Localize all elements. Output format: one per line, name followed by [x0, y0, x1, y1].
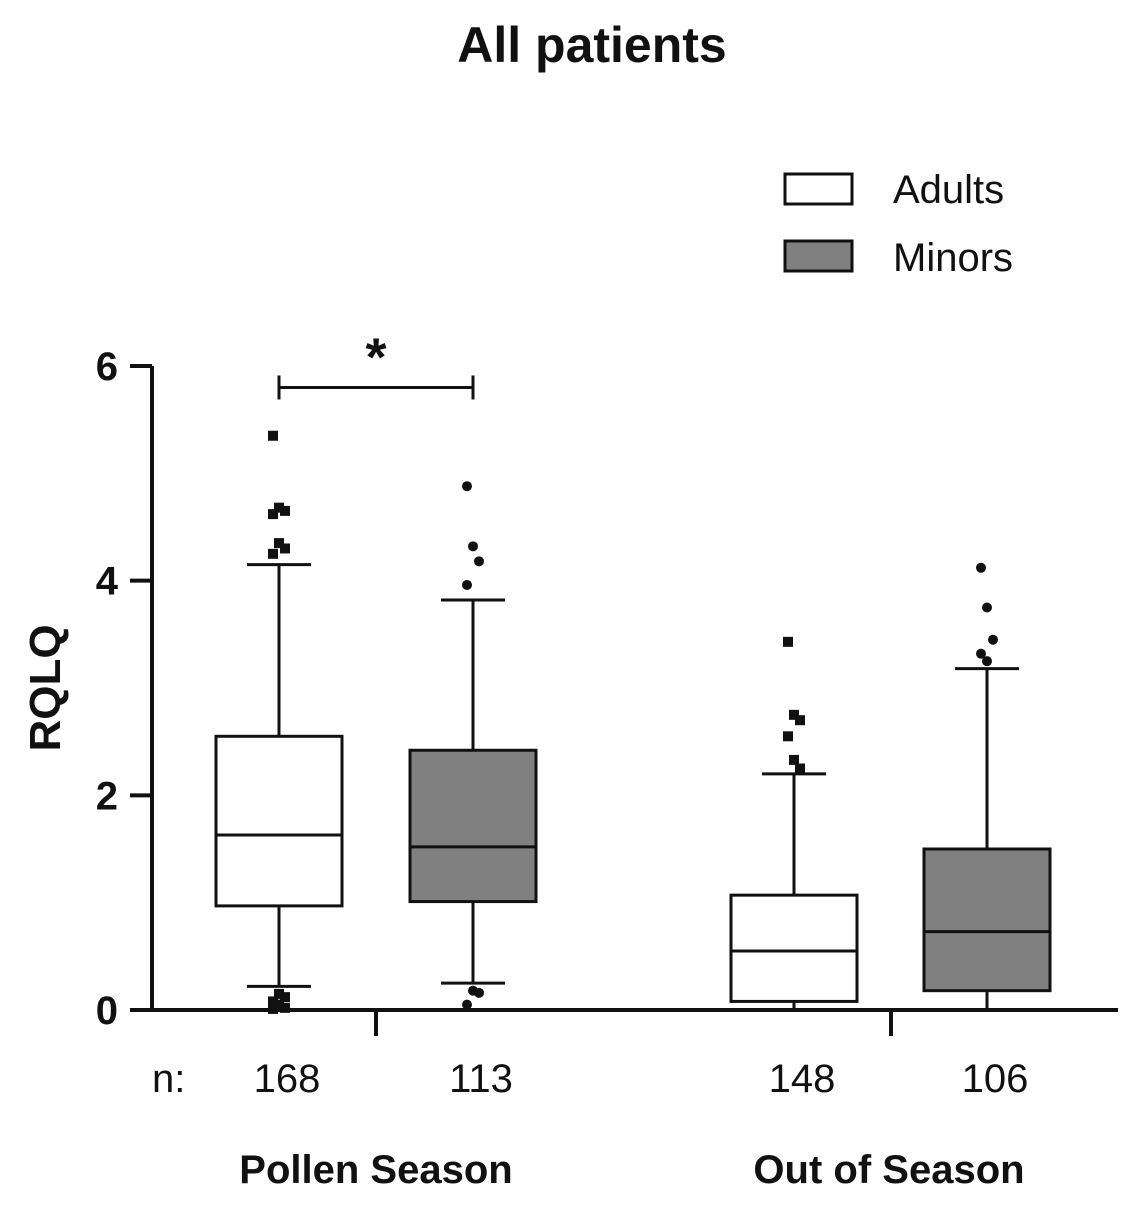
- y-tick-label: 2: [96, 774, 118, 818]
- box-out-of-season-minors: [922, 562, 1052, 1012]
- outlier-point: [982, 656, 992, 667]
- outlier-point: [268, 1003, 278, 1014]
- outlier-point: [274, 538, 284, 549]
- outlier-point: [268, 996, 278, 1007]
- box-out-of-season-adults: [729, 636, 859, 1012]
- outlier-point: [783, 636, 793, 647]
- n-label-pollen-season-minors: 113: [449, 1057, 513, 1101]
- box-iqr: [729, 893, 859, 1003]
- outlier-point: [982, 602, 992, 613]
- outlier-point: [274, 502, 284, 513]
- outlier-point: [268, 509, 278, 520]
- outlier-point: [280, 1002, 290, 1013]
- outlier-point: [795, 763, 805, 774]
- outlier-point: [274, 988, 284, 999]
- outlier-point: [976, 562, 986, 573]
- outlier-point: [468, 541, 478, 552]
- outlier-point: [783, 731, 793, 742]
- chart-title: All patients: [457, 17, 726, 73]
- group-label-out-of-season: Out of Season: [753, 1148, 1024, 1192]
- outlier-point: [988, 634, 998, 645]
- legend-label-adults: Adults: [893, 168, 1004, 212]
- box-iqr: [408, 748, 538, 904]
- outlier-point: [474, 556, 484, 567]
- y-tick-label: 4: [96, 560, 119, 604]
- n-label-pollen-season-adults: 168: [254, 1057, 321, 1101]
- outlier-point: [976, 648, 986, 659]
- outlier-point: [462, 481, 472, 492]
- legend: Adults Minors: [783, 168, 1013, 280]
- group-label-pollen-season: Pollen Season: [239, 1148, 512, 1192]
- n-label-out-of-season-adults: 148: [769, 1057, 836, 1101]
- outlier-point: [280, 543, 290, 554]
- n-labels: 168 113 148 106: [254, 1057, 1029, 1101]
- outlier-point: [274, 999, 284, 1010]
- y-tick-label: 6: [96, 345, 118, 389]
- legend-label-minors: Minors: [893, 236, 1013, 280]
- y-axis: RQLQ: [21, 366, 154, 1010]
- box-pollen-season-adults: [214, 430, 344, 1014]
- significance-bracket: *: [277, 327, 475, 400]
- outlier-point: [280, 992, 290, 1003]
- outlier-point: [462, 579, 472, 590]
- legend-swatch-minors: [783, 239, 854, 273]
- outlier-point: [280, 505, 290, 516]
- significance-label: *: [365, 327, 386, 387]
- outlier-point: [789, 754, 799, 765]
- y-ticks: 0 2 4 6: [96, 345, 152, 1033]
- y-tick-label: 0: [96, 989, 118, 1033]
- box-series: [214, 430, 1052, 1014]
- outlier-point: [268, 548, 278, 559]
- box-iqr: [922, 847, 1052, 993]
- outlier-point: [268, 430, 278, 441]
- y-axis-title: RQLQ: [21, 624, 70, 751]
- legend-swatch-adults: [783, 172, 854, 206]
- n-prefix: n:: [152, 1057, 185, 1101]
- outlier-point: [474, 987, 484, 998]
- x-axis: [150, 1008, 1118, 1036]
- outlier-point: [462, 999, 472, 1010]
- n-label-out-of-season-minors: 106: [962, 1057, 1029, 1101]
- box-iqr: [214, 734, 344, 908]
- outlier-point: [795, 715, 805, 726]
- outlier-point: [789, 709, 799, 720]
- box-pollen-season-minors: [408, 481, 538, 1010]
